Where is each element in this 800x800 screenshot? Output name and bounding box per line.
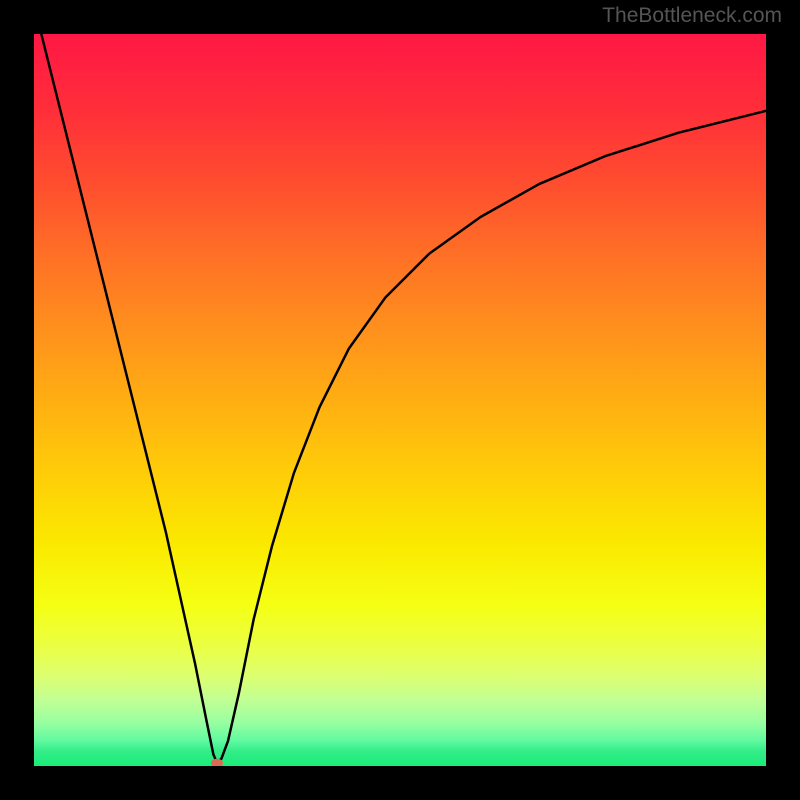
gradient-background xyxy=(34,34,766,766)
chart-canvas xyxy=(34,34,766,766)
watermark-text: TheBottleneck.com xyxy=(602,4,782,28)
bottleneck-chart xyxy=(34,34,766,766)
